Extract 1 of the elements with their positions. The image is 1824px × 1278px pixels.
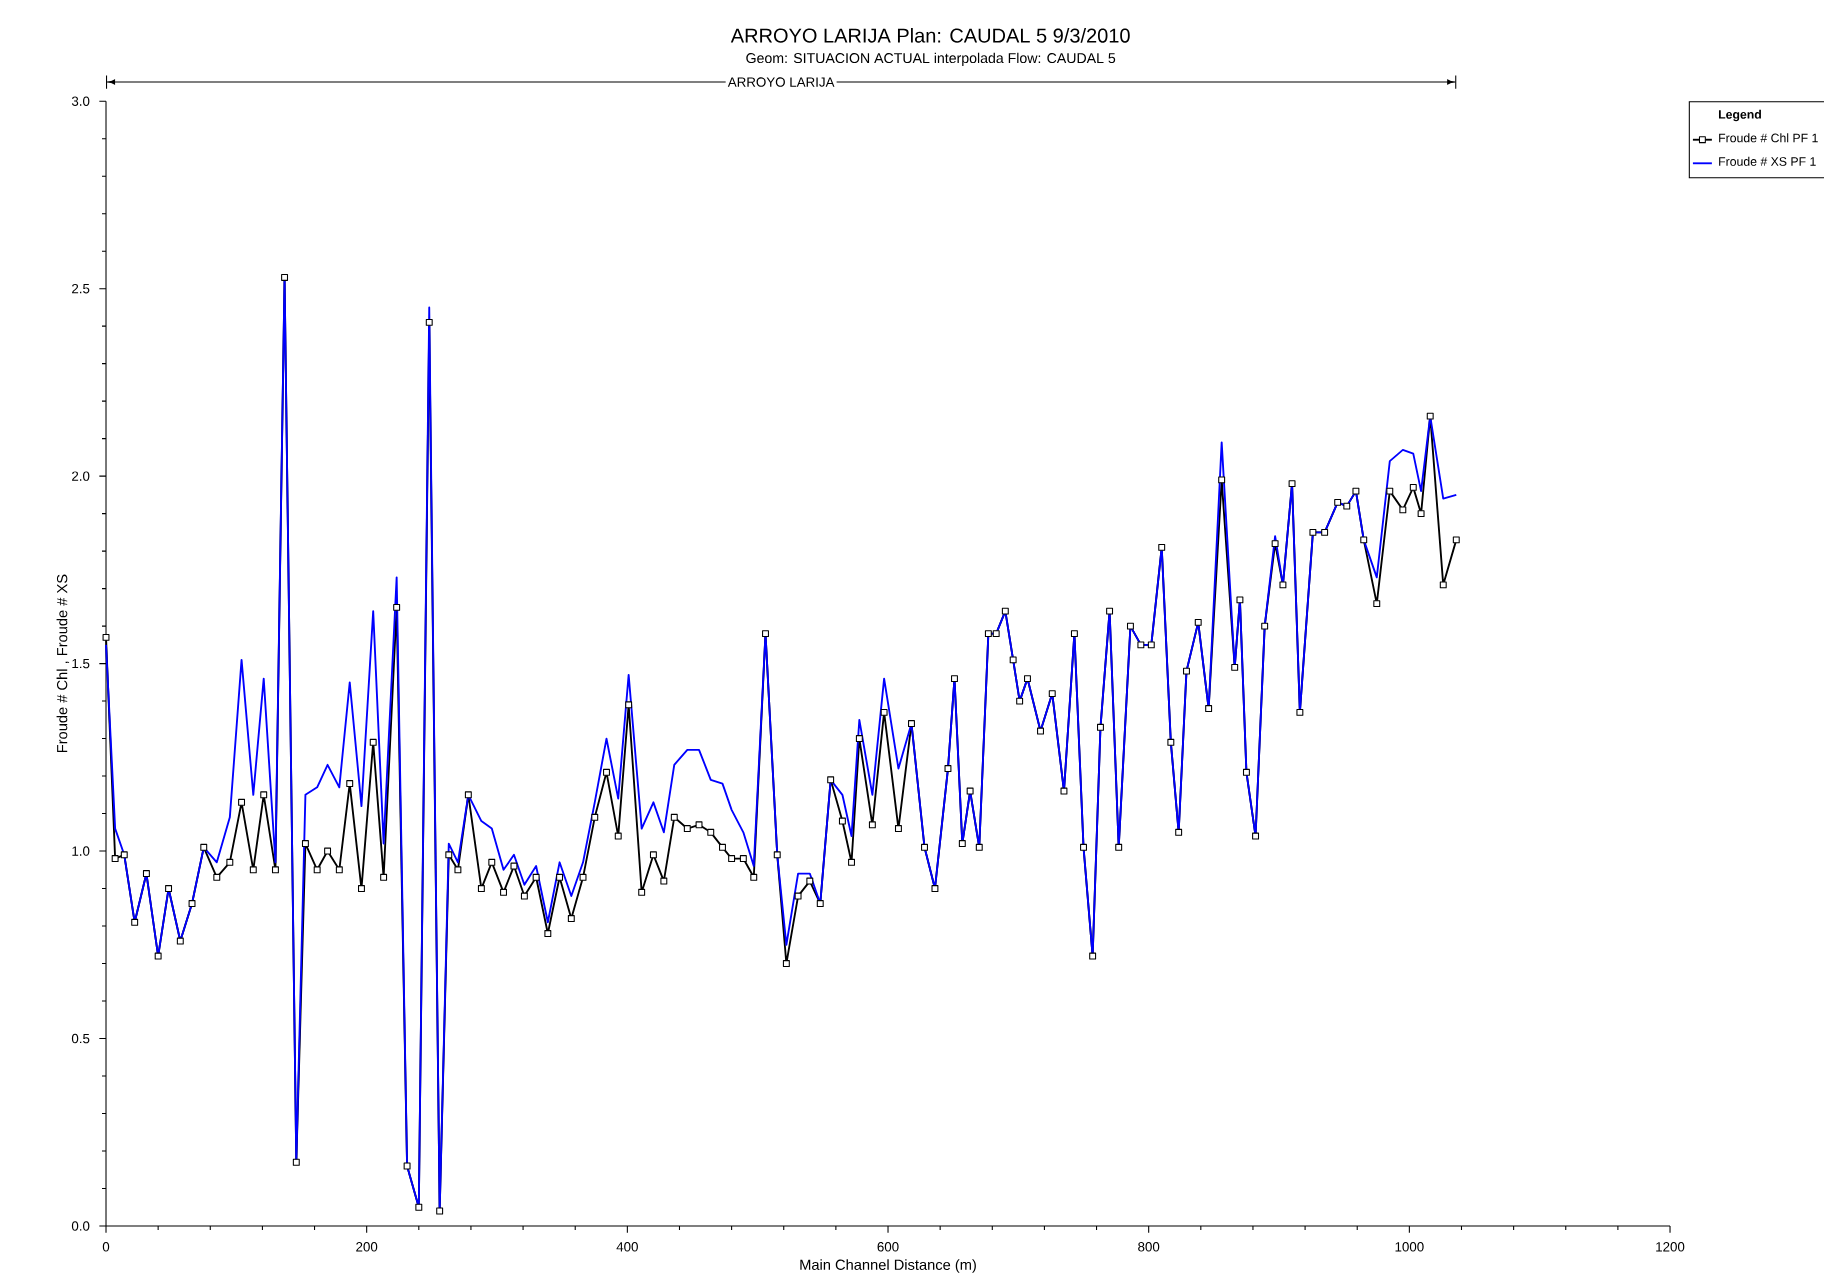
chart-title: ARROYO LARIJA Plan: CAUDAL 5 9/3/2010 <box>730 28 1130 43</box>
